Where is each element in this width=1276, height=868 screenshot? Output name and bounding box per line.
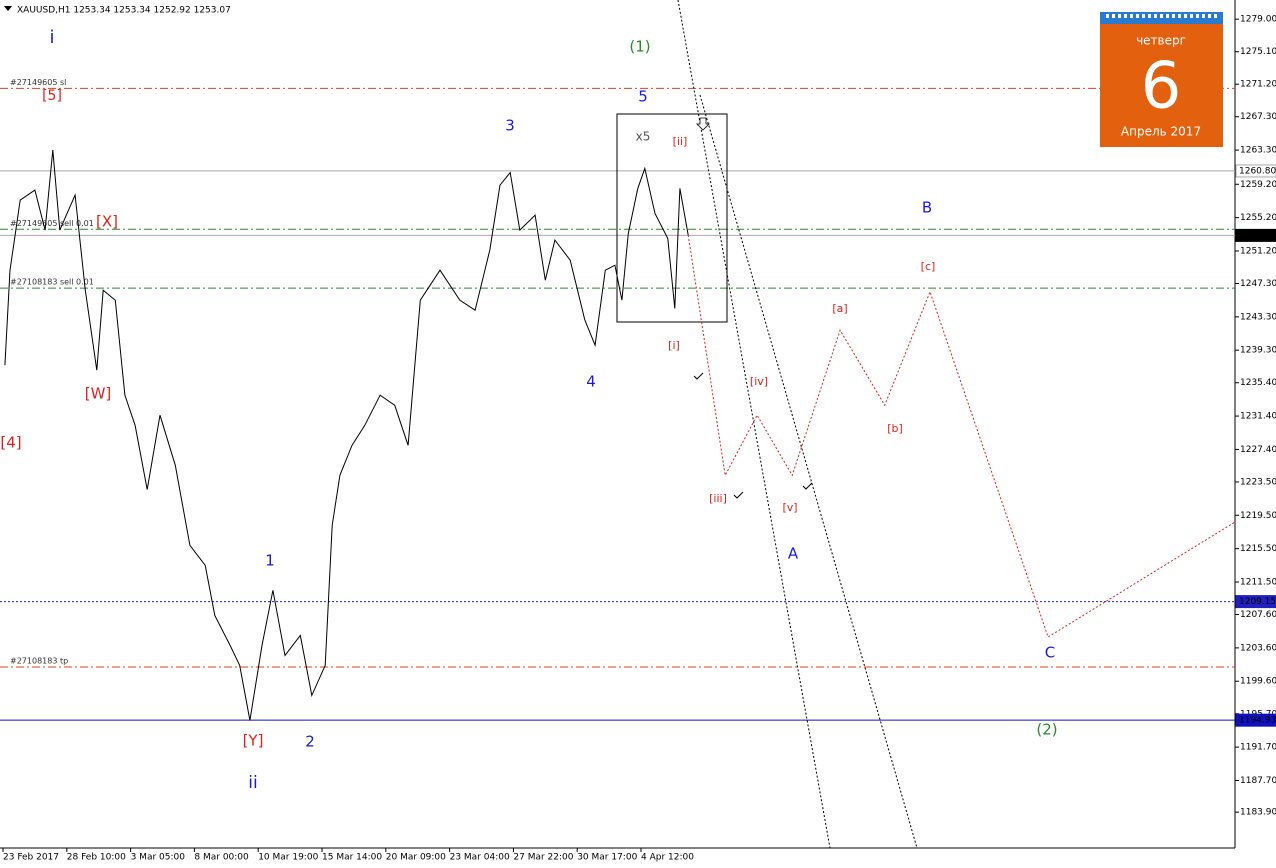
zoom-box: [616, 113, 728, 323]
y-tick-label: 1219.50: [1240, 511, 1276, 521]
x-tick-label: 23 Feb 2017: [3, 853, 59, 863]
wave-label: [v]: [782, 501, 797, 514]
wave-label: 3: [505, 117, 515, 135]
y-tick-label: 1199.60: [1240, 677, 1276, 687]
y-tick-label: 1183.90: [1240, 808, 1276, 818]
x-tick-label: 23 Mar 04:00: [450, 853, 510, 863]
wave-label: [5]: [42, 88, 62, 104]
wave-label: 2: [305, 733, 315, 751]
x-tick-label: 3 Mar 05:00: [131, 853, 186, 863]
level-label: #27108183 tp: [10, 657, 68, 666]
wave-label: C: [1045, 644, 1055, 662]
price-label: 1260.80: [1239, 166, 1276, 176]
y-tick-label: 1271.20: [1240, 80, 1276, 90]
forecast-path: [687, 235, 1236, 638]
y-tick-label: 1275.10: [1240, 47, 1276, 57]
y-tick-label: 1259.20: [1240, 180, 1276, 190]
check-icons: [693, 372, 813, 499]
wave-label: [X]: [96, 213, 118, 231]
wave-label: [c]: [921, 260, 936, 273]
price-label-box: [1235, 713, 1276, 727]
wave-label: A: [788, 545, 799, 563]
wave-label: x5: [636, 130, 651, 144]
x-tick-label: 15 Mar 14:00: [322, 853, 382, 863]
wave-label: (1): [629, 38, 650, 56]
y-tick-label: 1211.50: [1240, 578, 1276, 588]
x-tick-label: 28 Feb 10:00: [67, 853, 126, 863]
y-tick-label: 1231.40: [1240, 412, 1276, 422]
y-tick-label: 1267.30: [1240, 112, 1276, 122]
price-label: 1194.93: [1239, 716, 1276, 726]
wave-label: [4]: [0, 434, 21, 452]
price-label: 1209.15: [1239, 597, 1276, 607]
trend-line: [677, 0, 831, 849]
y-tick-label: 1223.50: [1240, 477, 1276, 487]
wave-label: i: [49, 27, 54, 48]
wave-label: [b]: [887, 422, 903, 435]
wave-label: 5: [638, 88, 648, 106]
calendar-day: 6: [1141, 50, 1182, 124]
wave-label: B: [922, 199, 932, 217]
y-tick-label: 1203.60: [1240, 643, 1276, 653]
wave-label: (2): [1036, 721, 1057, 739]
wave-label: [W]: [85, 385, 112, 403]
y-tick-label: 1191.70: [1240, 743, 1276, 753]
x-tick-label: 8 Mar 00:00: [194, 853, 249, 863]
chart-title: XAUUSD,H1 1253.34 1253.34 1252.92 1253.0…: [17, 6, 231, 16]
wave-label: 4: [586, 373, 596, 391]
wave-label: [iii]: [709, 492, 727, 505]
trend-line: [699, 94, 918, 849]
wave-label: [Y]: [243, 732, 264, 750]
x-tick-label: 30 Mar 17:00: [577, 853, 637, 863]
x-tick-label: 27 Mar 22:00: [513, 853, 573, 863]
y-tick-label: 1251.20: [1240, 246, 1276, 256]
price-label-box: [1235, 228, 1276, 242]
y-tick-label: 1227.40: [1240, 445, 1276, 455]
arrow-icon: [696, 117, 710, 131]
y-tick-label: 1263.30: [1240, 146, 1276, 156]
y-tick-label: 1247.30: [1240, 279, 1276, 289]
y-tick-label: 1243.30: [1240, 312, 1276, 322]
wave-label: ii: [248, 773, 257, 793]
calendar-weekday: четверг: [1136, 34, 1186, 48]
level-label: #27108183 sell 0.01: [10, 278, 94, 287]
x-tick-label: 20 Mar 09:00: [386, 853, 446, 863]
y-tick-label: 1279.00: [1240, 15, 1276, 25]
calendar-month: Апрель 2017: [1121, 125, 1201, 139]
y-tick-label: 1187.70: [1240, 776, 1276, 786]
y-tick-label: 1235.40: [1240, 378, 1276, 388]
y-tick-label: 1207.60: [1240, 610, 1276, 620]
menu-icon: [4, 6, 12, 11]
wave-label: [a]: [832, 302, 847, 315]
level-label: #27149605 sl: [10, 78, 66, 87]
x-tick-label: 10 Mar 19:00: [258, 853, 318, 863]
price-label-box: [1235, 164, 1276, 178]
price-line: [4, 150, 689, 721]
x-tick-label: 4 Apr 12:00: [641, 853, 694, 863]
price-label: 1253.07: [1239, 231, 1276, 241]
y-tick-label: 1239.30: [1240, 346, 1276, 356]
calendar: четверг 6 Апрель 2017: [1100, 12, 1223, 147]
wave-label: [ii]: [673, 135, 688, 148]
price-label-box: [1235, 595, 1276, 609]
level-label: #27149605 sell 0.01: [10, 219, 94, 228]
calendar-body: [1100, 12, 1223, 147]
wave-label: [iv]: [750, 375, 768, 388]
y-tick-label: 1215.50: [1240, 544, 1276, 554]
wave-label: 1: [265, 552, 275, 570]
y-tick-label: 1255.20: [1240, 213, 1276, 223]
wave-label: [i]: [668, 339, 680, 352]
